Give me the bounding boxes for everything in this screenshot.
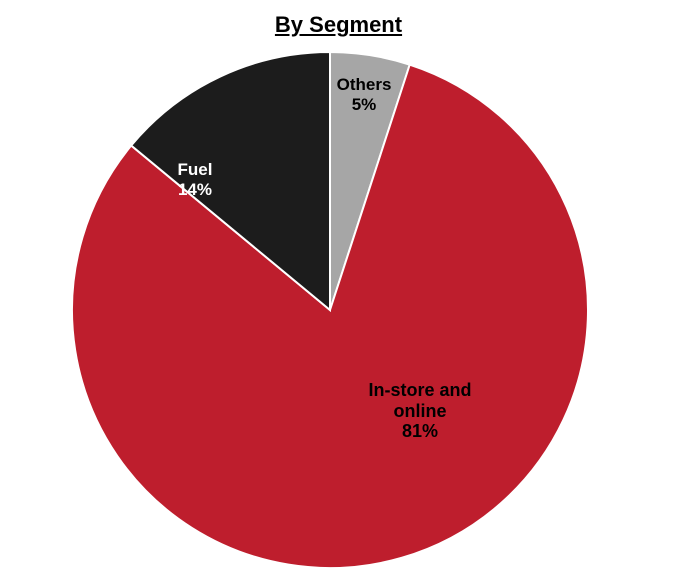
slice-label: Fuel14% [178, 160, 213, 199]
slice-label-line: online [368, 401, 471, 422]
slice-label-line: Fuel [178, 160, 213, 180]
pie-svg [72, 52, 588, 568]
slice-label: Others5% [337, 75, 392, 114]
pie-chart [72, 52, 588, 568]
slice-label-line: In-store and [368, 380, 471, 401]
slice-percent: 81% [368, 421, 471, 442]
slice-label: In-store andonline81% [368, 380, 471, 442]
chart-title: By Segment [0, 12, 677, 38]
chart-container: By Segment Others5% In-store andonline81%… [0, 0, 677, 577]
slice-percent: 5% [337, 95, 392, 115]
slice-percent: 14% [178, 180, 213, 200]
slice-label-line: Others [337, 75, 392, 95]
